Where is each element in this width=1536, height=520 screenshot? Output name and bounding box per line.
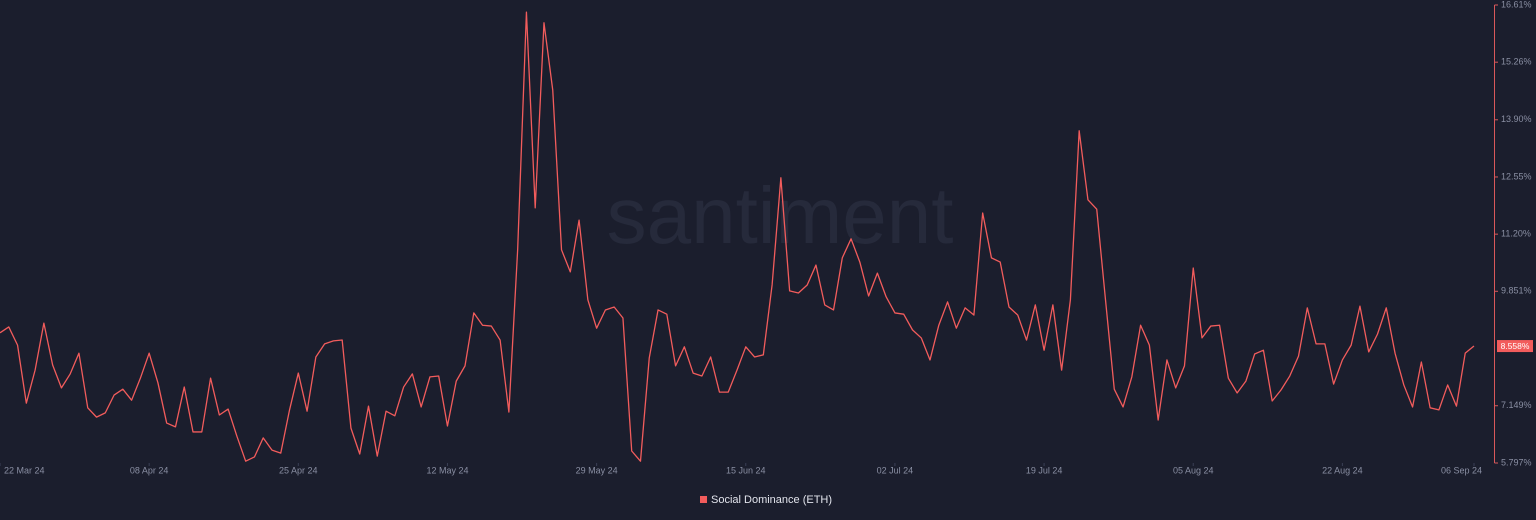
last-value-box (1497, 340, 1533, 353)
x-tick-label: 12 May 24 (426, 465, 468, 475)
x-tick-label: 15 Jun 24 (726, 465, 766, 475)
y-tick-label: 13.90% (1501, 114, 1532, 124)
x-tick-label: 19 Jul 24 (1026, 465, 1063, 475)
y-tick-label: 5.797% (1501, 457, 1532, 467)
x-tick-label: 06 Sep 24 (1441, 465, 1482, 475)
series-line (0, 11, 1475, 462)
y-tick-label: 9.851% (1501, 286, 1532, 296)
legend-swatch (700, 496, 707, 503)
x-tick-label: 22 Mar 24 (4, 465, 45, 475)
y-tick-label: 15.26% (1501, 57, 1532, 67)
last-value-label: 8.558% (1501, 341, 1530, 351)
x-tick-label: 25 Apr 24 (279, 465, 318, 475)
y-tick-label: 16.61% (1501, 0, 1532, 9)
x-tick-label: 29 May 24 (576, 465, 618, 475)
x-tick-label: 22 Aug 24 (1322, 465, 1363, 475)
x-tick-label: 05 Aug 24 (1173, 465, 1214, 475)
legend-label: Social Dominance (ETH) (711, 494, 832, 506)
x-tick-label: 08 Apr 24 (130, 465, 169, 475)
x-tick-label: 02 Jul 24 (877, 465, 914, 475)
y-tick-label: 7.149% (1501, 400, 1532, 410)
y-tick-label: 12.55% (1501, 171, 1532, 181)
y-tick-label: 11.20% (1501, 229, 1531, 239)
